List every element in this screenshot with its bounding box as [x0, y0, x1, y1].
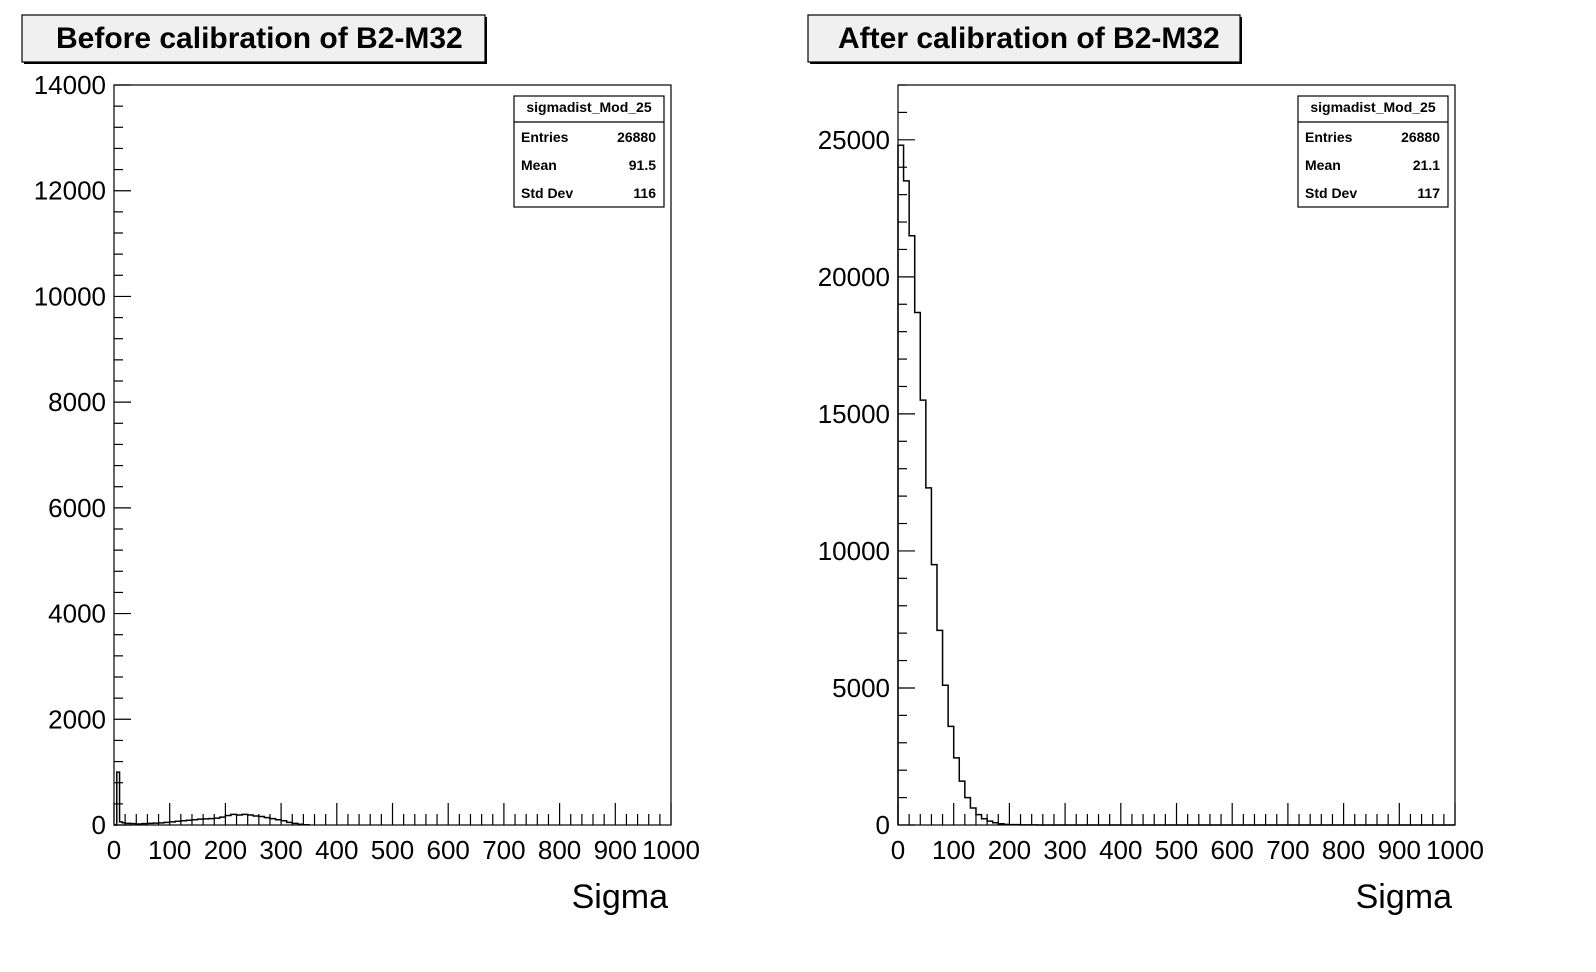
stats-value: 26880	[617, 129, 656, 145]
stats-name: sigmadist_Mod_25	[1310, 99, 1435, 115]
stats-label: Entries	[1305, 129, 1353, 145]
y-tick-label: 10000	[34, 281, 106, 311]
y-tick-label: 0	[92, 810, 106, 840]
chart-title: After calibration of B2-M32	[838, 22, 1220, 55]
x-tick-label: 700	[1266, 835, 1309, 865]
stats-label: Std Dev	[1305, 185, 1357, 201]
x-tick-label: 200	[204, 835, 247, 865]
y-tick-label: 15000	[818, 399, 890, 429]
stats-label: Mean	[1305, 157, 1341, 173]
stats-name: sigmadist_Mod_25	[526, 99, 651, 115]
stats-value: 21.1	[1413, 157, 1440, 173]
x-tick-label: 900	[594, 835, 637, 865]
x-tick-label: 300	[259, 835, 302, 865]
x-tick-label: 500	[371, 835, 414, 865]
y-tick-label: 8000	[48, 387, 106, 417]
y-tick-label: 25000	[818, 125, 890, 155]
x-tick-label: 900	[1378, 835, 1421, 865]
y-tick-label: 4000	[48, 599, 106, 629]
x-tick-label: 0	[107, 835, 121, 865]
x-tick-label: 300	[1043, 835, 1086, 865]
x-tick-label: 700	[482, 835, 525, 865]
x-axis-title: Sigma	[1356, 878, 1452, 916]
histogram-series-1	[114, 771, 310, 826]
chart-title-box	[807, 14, 1241, 63]
chart-title: Before calibration of B2-M32	[56, 22, 463, 55]
x-tick-label: 600	[427, 835, 470, 865]
histogram-series-1	[897, 144, 1455, 826]
x-tick-label: 1000	[642, 835, 700, 865]
x-tick-label: 400	[1099, 835, 1142, 865]
y-tick-label: 14000	[34, 70, 106, 100]
x-tick-label: 400	[315, 835, 358, 865]
x-tick-label: 800	[538, 835, 581, 865]
x-tick-label: 600	[1211, 835, 1254, 865]
stats-box	[1297, 95, 1449, 208]
stats-label: Mean	[521, 157, 557, 173]
stats-value: 26880	[1401, 129, 1440, 145]
stats-label: Entries	[521, 129, 569, 145]
y-tick-label: 2000	[48, 704, 106, 734]
chart-panel-1: Before calibration of B2-M32 0 100 200 300 40…	[21, 14, 700, 916]
stats-value: 117	[1417, 185, 1440, 201]
stats-value: 91.5	[629, 157, 656, 173]
x-tick-label: 100	[932, 835, 975, 865]
x-tick-label: 0	[891, 835, 905, 865]
y-tick-label: 10000	[818, 536, 890, 566]
x-tick-label: 200	[988, 835, 1031, 865]
x-tick-label: 800	[1322, 835, 1365, 865]
x-axis-title: Sigma	[572, 878, 668, 916]
x-tick-label: 1000	[1426, 835, 1484, 865]
y-tick-label: 6000	[48, 493, 106, 523]
x-tick-label: 100	[148, 835, 191, 865]
y-tick-label: 12000	[34, 176, 106, 206]
stats-box	[513, 95, 665, 208]
y-tick-label: 20000	[818, 262, 890, 292]
chart-panel-2: After calibration of B2-M32 0 100 200 300 400…	[807, 14, 1484, 916]
x-tick-label: 500	[1155, 835, 1198, 865]
stats-label: Std Dev	[521, 185, 573, 201]
stats-value: 116	[633, 185, 656, 201]
y-tick-label: 0	[876, 810, 890, 840]
y-tick-label: 5000	[832, 673, 890, 703]
chart-title-box	[21, 14, 486, 63]
